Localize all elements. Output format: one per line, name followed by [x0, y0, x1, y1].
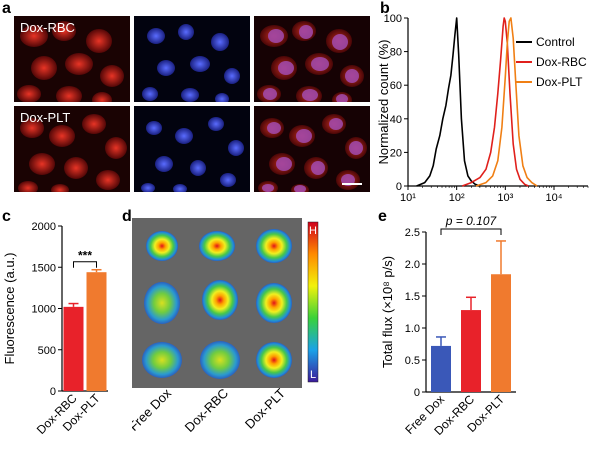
- y-tick-label: 1.0: [405, 323, 420, 335]
- series-line-dox-plt: [475, 17, 538, 187]
- bar-dox-rbc: [461, 310, 481, 392]
- y-tick-label: 60: [390, 80, 402, 92]
- y-tick-label: 1500: [32, 262, 56, 274]
- bar-dox-rbc: [63, 306, 84, 391]
- ivis-col-free-dox: Free Dox: [132, 388, 174, 434]
- y-tick-label: 20: [390, 147, 402, 159]
- y-tick-label: 100: [384, 13, 402, 25]
- y-tick-label: 0: [414, 387, 420, 399]
- micro-rbc-merge: [254, 16, 370, 102]
- y-tick-label: 80: [390, 47, 402, 59]
- micro-plt-red-image: [14, 106, 130, 192]
- micro-rbc-blue-image: [134, 16, 250, 102]
- micro-plt-red: Dox-PLT: [14, 106, 130, 192]
- series-line-control: [416, 17, 481, 187]
- y-tick-label: 1.5: [405, 291, 420, 303]
- x-tick-label: 10²: [449, 192, 465, 204]
- ivis-image: H L: [132, 218, 319, 388]
- micro-rbc-merge-image: [254, 16, 370, 102]
- y-tick-label: 2.0: [405, 259, 420, 271]
- series-line-dox-rbc: [461, 17, 529, 187]
- legend-label-control: Control: [536, 35, 575, 49]
- y-tick-label: 500: [38, 345, 56, 357]
- ivis-col-dox-plt: Dox-PLT: [242, 388, 288, 432]
- legend-label-dox-rbc: Dox-RBC: [536, 55, 587, 69]
- microscopy-grid: Dox-RBC: [14, 16, 370, 192]
- micro-plt-blue-image: [134, 106, 250, 192]
- micro-rbc-red: Dox-RBC: [14, 16, 130, 102]
- micro-plt-blue: [134, 106, 250, 192]
- colorbar-high-label: H: [309, 225, 317, 237]
- panel-letter-a: a: [2, 0, 11, 17]
- y-tick-label: 0: [50, 386, 56, 398]
- y-tick-label: 40: [390, 114, 402, 126]
- micro-rbc-red-image: [14, 16, 130, 102]
- y-tick-label: 2000: [32, 221, 56, 233]
- row-label-dox-plt: Dox-PLT: [20, 110, 71, 125]
- x-axis-label: Fluorescence (a.u.): [442, 204, 554, 205]
- row-label-dox-rbc: Dox-RBC: [20, 20, 75, 35]
- micro-plt-merge-image: [254, 106, 370, 192]
- bar-dox-plt: [86, 272, 107, 391]
- ivis-panel: H L: [132, 218, 322, 388]
- bar-free-dox: [431, 345, 451, 392]
- ivis-col-dox-rbc: Dox-RBC: [182, 388, 231, 435]
- panel-letter-d: d: [122, 208, 132, 225]
- panel-letter-e: e: [378, 208, 387, 225]
- p-value-label: p = 0.107: [445, 214, 498, 228]
- y-tick-label: 1000: [32, 304, 56, 316]
- y-tick-label: 2.5: [405, 227, 420, 239]
- x-tick-label: 10⁴: [546, 192, 563, 204]
- y-axis-label: Fluorescence (a.u.): [2, 253, 17, 365]
- y-axis-label: Normalized count (%): [376, 40, 391, 165]
- micro-plt-merge: [254, 106, 370, 192]
- panel-letter-c: c: [2, 208, 11, 225]
- y-tick-label: 0: [396, 181, 402, 193]
- panel-letter-b: b: [380, 0, 390, 17]
- ivis-column-labels: Free Dox Dox-RBC Dox-PLT: [132, 388, 288, 435]
- x-tick-label: 10¹: [400, 192, 416, 204]
- y-axis-label: Total flux (×10⁸ p/s): [380, 256, 395, 368]
- legend-label-dox-plt: Dox-PLT: [536, 75, 583, 89]
- significance-bracket: [73, 261, 97, 268]
- y-tick-label: 0.5: [405, 355, 420, 367]
- colorbar-low-label: L: [310, 369, 316, 381]
- annotation-bracket: [440, 228, 502, 235]
- micro-rbc-blue: [134, 16, 250, 102]
- bar-dox-plt: [491, 274, 511, 392]
- x-tick-label: 10³: [497, 192, 513, 204]
- significance-label: ***: [78, 249, 92, 263]
- chart-b: 0 20 40 60 80 100 10¹ 10² 10³ 10⁴Fluorescence (a.…: [376, 13, 589, 205]
- colorbar: [307, 221, 319, 383]
